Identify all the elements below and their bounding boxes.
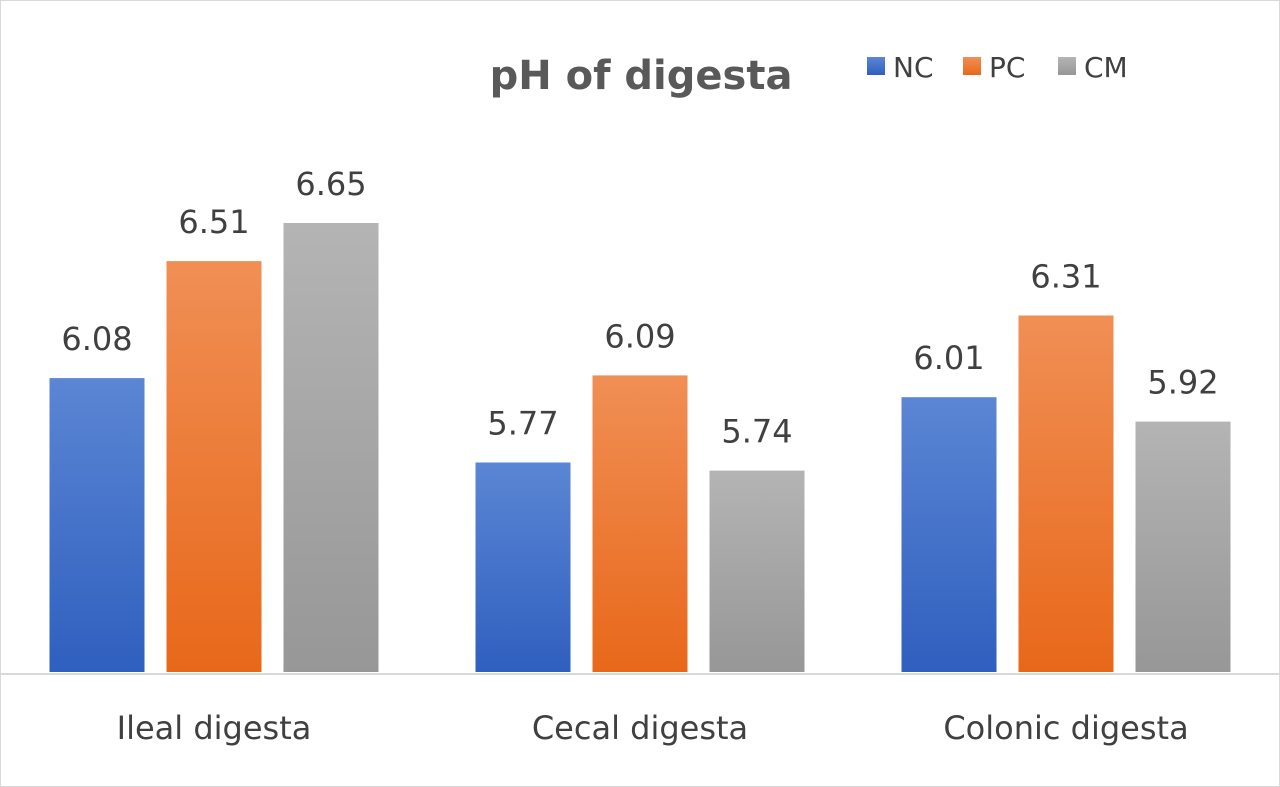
bar-ileal-digesta-pc bbox=[166, 261, 262, 672]
bar-colonic-digesta-nc bbox=[901, 397, 997, 672]
data-label-colonic-digesta-cm: 5.92 bbox=[1147, 364, 1218, 402]
data-label-ileal-digesta-cm: 6.65 bbox=[295, 165, 366, 203]
bar-cecal-digesta-pc bbox=[592, 375, 688, 672]
category-labels-group: Ileal digesta Cecal digesta Colonic digest… bbox=[117, 709, 1189, 747]
legend-label-nc: NC bbox=[893, 51, 934, 84]
data-label-colonic-digesta-pc: 6.31 bbox=[1030, 258, 1101, 296]
legend-swatch-cm bbox=[1058, 57, 1076, 75]
category-label-ileal-digesta: Ileal digesta bbox=[117, 709, 312, 747]
legend-label-cm: CM bbox=[1084, 51, 1128, 84]
data-label-cecal-digesta-cm: 5.74 bbox=[721, 413, 792, 451]
data-label-colonic-digesta-nc: 6.01 bbox=[913, 339, 984, 377]
category-label-cecal-digesta: Cecal digesta bbox=[532, 709, 748, 747]
data-label-cecal-digesta-nc: 5.77 bbox=[487, 405, 558, 443]
legend: NC PC CM bbox=[867, 51, 1128, 84]
data-label-cecal-digesta-pc: 6.09 bbox=[604, 317, 675, 355]
bar-ileal-digesta-nc bbox=[49, 378, 145, 672]
data-label-ileal-digesta-pc: 6.51 bbox=[178, 203, 249, 241]
data-labels-group: 6.08 6.51 6.65 5.77 6.09 5.74 6.01 6.31 5.92 bbox=[61, 165, 1218, 451]
bar-cecal-digesta-nc bbox=[475, 462, 571, 672]
chart-title: pH of digesta bbox=[490, 53, 793, 99]
bars-group bbox=[49, 223, 1231, 672]
bar-ileal-digesta-cm bbox=[283, 223, 379, 672]
legend-swatch-nc bbox=[867, 57, 885, 75]
bar-colonic-digesta-pc bbox=[1018, 315, 1114, 672]
bar-cecal-digesta-cm bbox=[709, 470, 805, 672]
bar-colonic-digesta-cm bbox=[1135, 421, 1231, 672]
legend-label-pc: PC bbox=[989, 51, 1025, 84]
legend-swatch-pc bbox=[963, 57, 981, 75]
data-label-ileal-digesta-nc: 6.08 bbox=[61, 320, 132, 358]
category-label-colonic-digesta: Colonic digesta bbox=[943, 709, 1188, 747]
